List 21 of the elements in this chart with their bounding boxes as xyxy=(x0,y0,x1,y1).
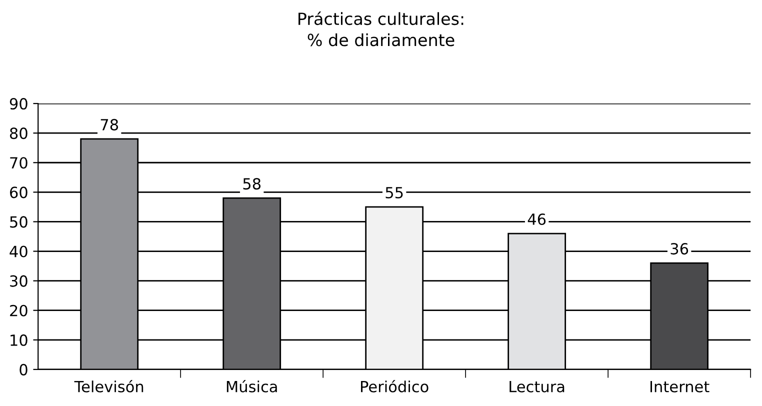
data-label: 36 xyxy=(670,243,688,255)
data-label: 58 xyxy=(243,178,261,190)
chart-title: Prácticas culturales: % de diariamente xyxy=(298,12,464,46)
data-label: 55 xyxy=(386,187,403,198)
y-tick-label: 40 xyxy=(10,246,28,258)
y-tick-label: 10 xyxy=(10,334,28,346)
x-tick-label: Periódico xyxy=(361,380,428,392)
y-tick-label: 70 xyxy=(10,157,28,169)
x-tick-label: Música xyxy=(226,380,277,392)
y-tick-label: 90 xyxy=(10,98,28,110)
y-tick-label: 80 xyxy=(10,128,28,140)
y-tick-label: 20 xyxy=(10,304,28,316)
x-tick-label: Lectura xyxy=(510,381,564,392)
y-tick-label: 50 xyxy=(10,216,28,228)
data-label: 78 xyxy=(100,118,118,130)
x-tick-label: Televisón xyxy=(74,380,144,392)
y-tick-label: 30 xyxy=(10,275,28,287)
x-tick-label: Internet xyxy=(650,381,710,392)
data-label: 46 xyxy=(528,213,546,226)
y-tick-label: 60 xyxy=(10,186,28,198)
y-tick-label: 0 xyxy=(20,364,28,376)
